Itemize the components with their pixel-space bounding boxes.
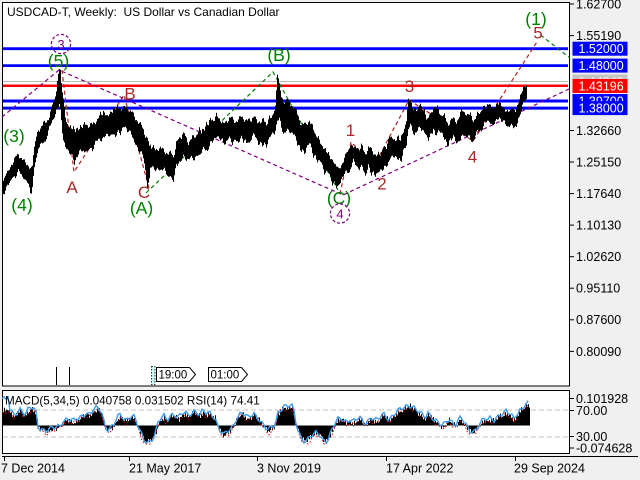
svg-text:1.62700: 1.62700: [576, 0, 621, 11]
svg-text:USDCAD-T, Weekly: US Dollar v: USDCAD-T, Weekly: US Dollar vs Canadian …: [7, 5, 280, 19]
svg-text:1.32660: 1.32660: [576, 124, 621, 138]
svg-text:2: 2: [377, 175, 386, 194]
svg-text:(4): (4): [11, 195, 32, 215]
svg-text:(1): (1): [525, 9, 546, 29]
svg-text:17 Apr 2022: 17 Apr 2022: [386, 462, 453, 476]
svg-text:A: A: [66, 178, 78, 197]
svg-text:C: C: [138, 183, 150, 202]
svg-text:7 Dec 2014: 7 Dec 2014: [1, 462, 65, 476]
svg-text:1.17640: 1.17640: [576, 187, 621, 201]
svg-text:1: 1: [346, 121, 355, 140]
svg-text:B: B: [124, 85, 135, 104]
svg-text:1.02620: 1.02620: [576, 250, 621, 264]
svg-text:(B): (B): [267, 45, 290, 65]
svg-text:01:00: 01:00: [211, 370, 240, 382]
svg-text:21 May 2017: 21 May 2017: [129, 462, 201, 476]
svg-text:1.55190: 1.55190: [576, 29, 621, 43]
svg-text:30.00: 30.00: [576, 430, 607, 444]
svg-text:(5): (5): [48, 51, 69, 71]
svg-text:(3): (3): [3, 126, 24, 146]
svg-text:1.43196: 1.43196: [579, 79, 624, 93]
svg-text:70.00: 70.00: [576, 404, 607, 418]
svg-text:MACD(5,34,5) 0.040758 0.031502: MACD(5,34,5) 0.040758 0.031502 RSI(14) 7…: [5, 395, 260, 408]
svg-text:0.95110: 0.95110: [576, 282, 620, 296]
svg-text:0.80090: 0.80090: [576, 345, 621, 359]
svg-text:-0.074628: -0.074628: [576, 441, 632, 455]
svg-text:0.101928: 0.101928: [576, 392, 628, 406]
svg-text:1.38000: 1.38000: [579, 102, 624, 116]
svg-text:1.25150: 1.25150: [576, 155, 621, 169]
svg-text:29 Sep 2024: 29 Sep 2024: [514, 462, 585, 476]
svg-text:3: 3: [57, 37, 64, 52]
svg-text:3 Nov 2019: 3 Nov 2019: [257, 462, 321, 476]
svg-text:(C): (C): [327, 188, 351, 208]
svg-text:0.87600: 0.87600: [576, 313, 621, 327]
svg-text:1.10130: 1.10130: [576, 219, 621, 233]
svg-text:5: 5: [533, 24, 542, 43]
svg-text:(A): (A): [130, 198, 153, 218]
svg-text:1.48000: 1.48000: [579, 59, 624, 73]
svg-text:19:00: 19:00: [159, 370, 188, 382]
svg-text:4: 4: [468, 148, 477, 167]
svg-text:1.52000: 1.52000: [579, 42, 624, 56]
svg-text:3: 3: [405, 77, 414, 96]
svg-text:4: 4: [336, 206, 343, 221]
